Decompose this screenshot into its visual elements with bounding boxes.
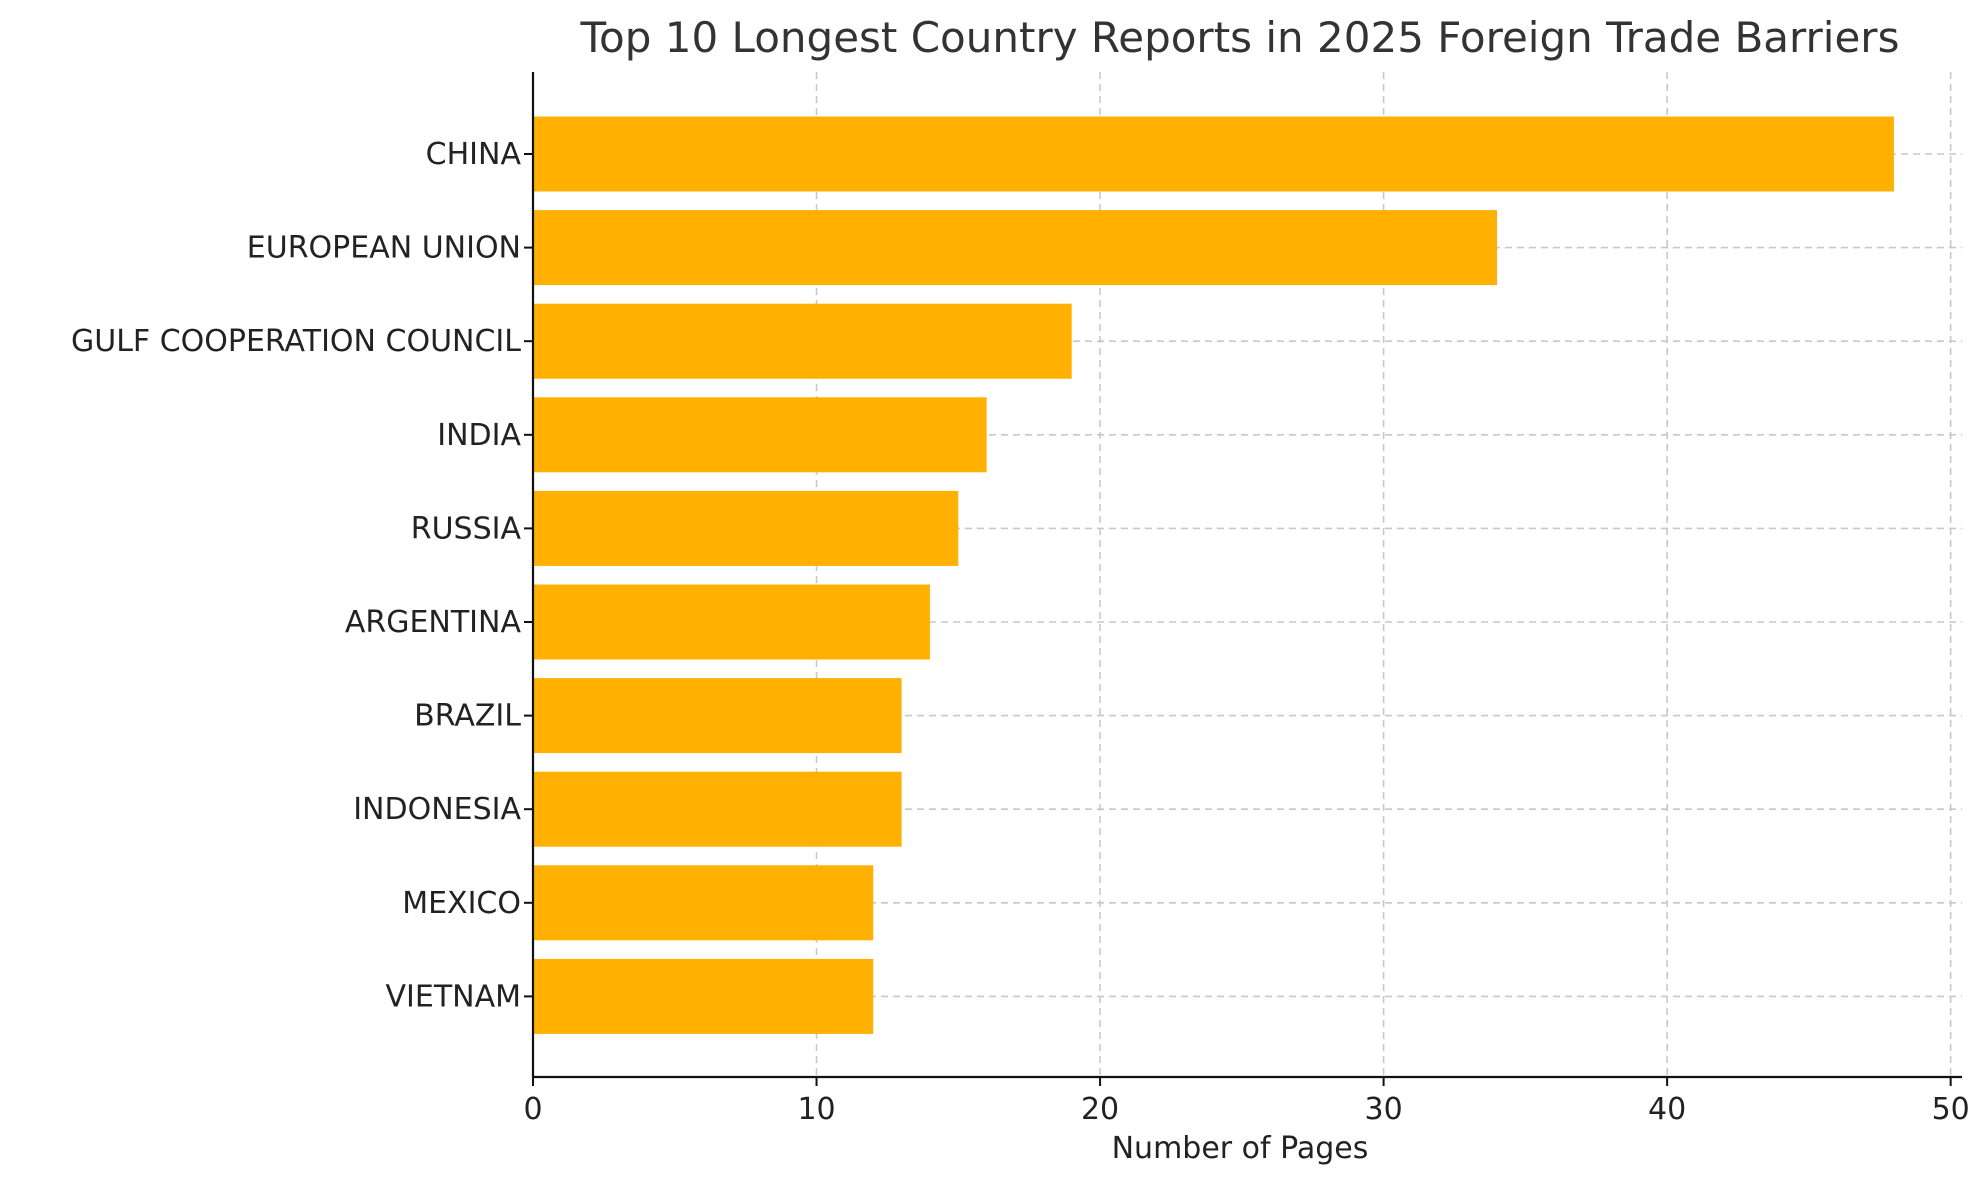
x-tick-label-50: 50 — [1932, 1092, 1970, 1127]
y-axis-ticks: CHINA EUROPEAN UNION GULF COOPERATION COUN… — [71, 137, 533, 1014]
y-tick-label-european-union: EUROPEAN UNION — [247, 231, 521, 266]
x-tick-label-20: 20 — [1081, 1092, 1119, 1127]
x-axis-label: Number of Pages — [1112, 1131, 1369, 1166]
bar-russia — [533, 490, 959, 566]
x-axis-ticks: 0 10 20 30 40 50 — [523, 1077, 1970, 1127]
y-tick-label-india: INDIA — [437, 418, 521, 453]
x-tick-label-40: 40 — [1648, 1092, 1686, 1127]
x-tick-label-10: 10 — [797, 1092, 835, 1127]
y-tick-label-russia: RUSSIA — [411, 511, 522, 546]
bar-vietnam — [533, 958, 874, 1034]
x-tick-label-0: 0 — [523, 1092, 542, 1127]
bar-european-union — [533, 210, 1498, 286]
bars — [533, 116, 1894, 1034]
bar-indonesia — [533, 771, 902, 847]
bar-india — [533, 397, 987, 473]
bar-brazil — [533, 678, 902, 754]
grid-lines — [532, 72, 1962, 1077]
bar-argentina — [533, 584, 930, 660]
y-tick-label-mexico: MEXICO — [402, 886, 521, 921]
y-tick-label-china: CHINA — [426, 137, 522, 172]
y-tick-label-vietnam: VIETNAM — [386, 979, 522, 1014]
y-tick-label-argentina: ARGENTINA — [345, 605, 522, 640]
bar-mexico — [533, 865, 874, 941]
bar-china — [533, 116, 1894, 192]
y-tick-label-brazil: BRAZIL — [414, 699, 521, 734]
bar-gulf-cooperation-council — [533, 303, 1072, 379]
y-tick-label-indonesia: INDONESIA — [353, 792, 521, 827]
y-tick-label-gulf-cooperation-council: GULF COOPERATION COUNCIL — [71, 324, 521, 359]
chart-title: Top 10 Longest Country Reports in 2025 F… — [580, 13, 1900, 62]
x-tick-label-30: 30 — [1365, 1092, 1403, 1127]
